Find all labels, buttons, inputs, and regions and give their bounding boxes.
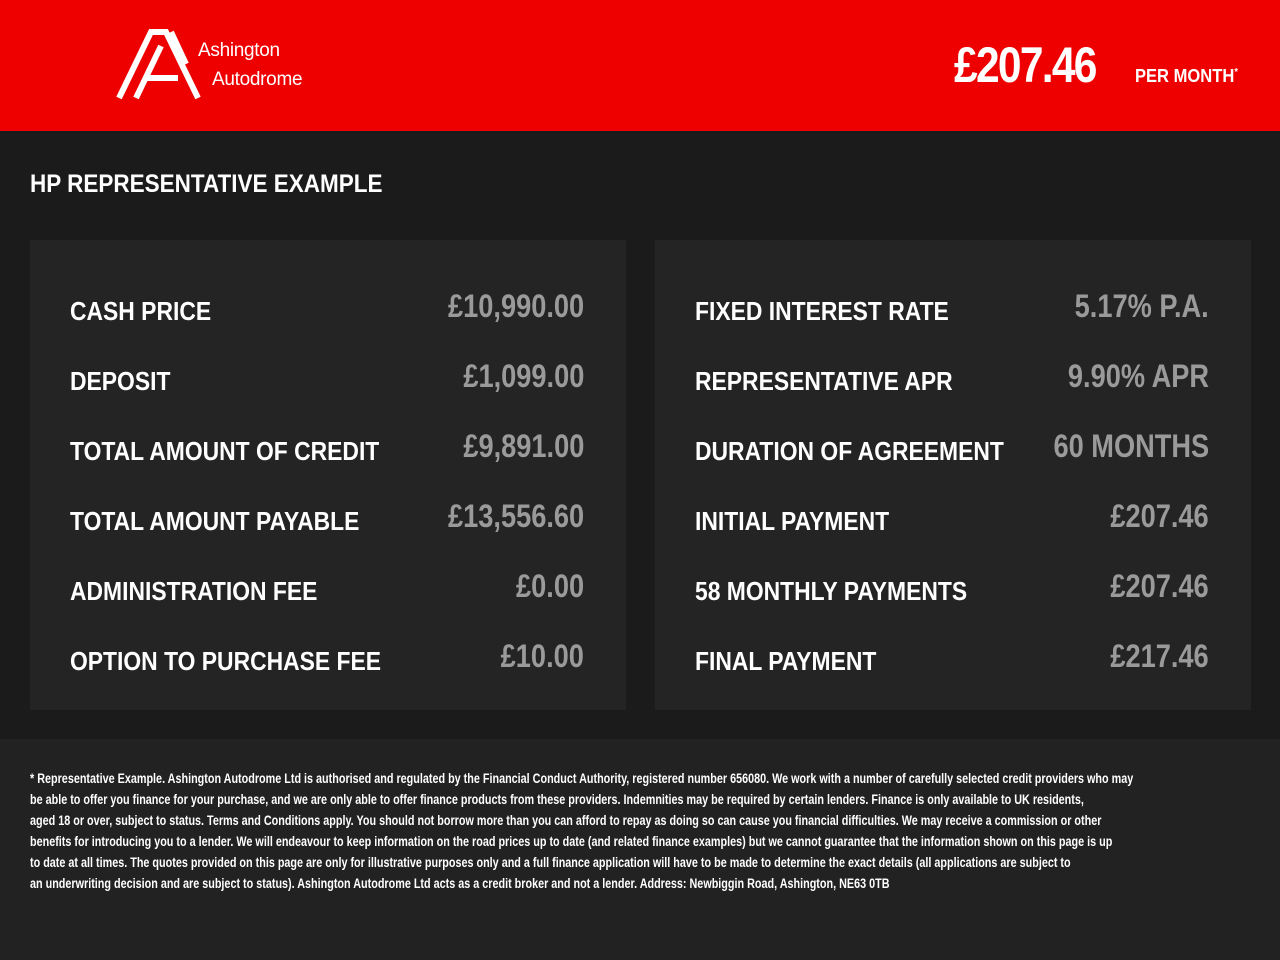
- left-panel: CASH PRICE £10,990.00 DEPOSIT £1,099.00 TOTA…: [30, 240, 626, 710]
- disclaimer-line: benefits for introducing you to a lender…: [30, 834, 1113, 849]
- logo: Ashington Autodrome: [116, 28, 316, 102]
- row-value: £217.46: [1110, 638, 1209, 674]
- row-label: REPRESENTATIVE APR: [695, 366, 953, 396]
- row-label: TOTAL AMOUNT OF CREDIT: [70, 436, 380, 466]
- per-month-label: PER MONTH*: [1135, 66, 1238, 87]
- disclaimer-line: an underwriting decision and are subject…: [30, 876, 890, 891]
- finance-row: FINAL PAYMENT £217.46: [695, 636, 1209, 676]
- finance-row: 58 MONTHLY PAYMENTS £207.46: [695, 566, 1209, 606]
- row-label: CASH PRICE: [70, 296, 212, 326]
- row-label: DURATION OF AGREEMENT: [695, 436, 1004, 466]
- right-panel: FIXED INTEREST RATE 5.17% P.A. REPRESENTAT…: [655, 240, 1251, 710]
- row-label: DEPOSIT: [70, 366, 171, 396]
- finance-row: DURATION OF AGREEMENT 60 MONTHS: [695, 426, 1209, 466]
- row-value: £0.00: [515, 568, 584, 604]
- finance-row: TOTAL AMOUNT PAYABLE £13,556.60: [70, 496, 584, 536]
- finance-row: INITIAL PAYMENT £207.46: [695, 496, 1209, 536]
- row-value: 9.90% APR: [1067, 358, 1209, 394]
- row-value: £13,556.60: [447, 498, 584, 534]
- row-label: FINAL PAYMENT: [695, 646, 877, 676]
- logo-line-2: Autodrome: [212, 69, 303, 90]
- finance-row: REPRESENTATIVE APR 9.90% APR: [695, 356, 1209, 396]
- finance-row: DEPOSIT £1,099.00: [70, 356, 584, 396]
- row-value: £9,891.00: [462, 428, 584, 464]
- finance-row: FIXED INTEREST RATE 5.17% P.A.: [695, 286, 1209, 326]
- finance-row: OPTION TO PURCHASE FEE £10.00: [70, 636, 584, 676]
- row-label: ADMINISTRATION FEE: [70, 576, 318, 606]
- logo-line-1: Ashington: [198, 40, 280, 61]
- row-label: 58 MONTHLY PAYMENTS: [695, 576, 968, 606]
- header: Ashington Autodrome £207.46 PER MONTH*: [0, 0, 1280, 131]
- page-title: HP REPRESENTATIVE EXAMPLE: [30, 170, 383, 198]
- finance-row: CASH PRICE £10,990.00: [70, 286, 584, 326]
- row-value: £10.00: [500, 638, 584, 674]
- row-label: TOTAL AMOUNT PAYABLE: [70, 506, 360, 536]
- disclaimer-line: to date at all times. The quotes provide…: [30, 855, 1071, 870]
- disclaimer-line: * Representative Example. Ashington Auto…: [30, 771, 1134, 786]
- row-value: £207.46: [1110, 568, 1209, 604]
- row-value: £207.46: [1110, 498, 1209, 534]
- row-label: FIXED INTEREST RATE: [695, 296, 949, 326]
- disclaimer-line: aged 18 or over, subject to status. Term…: [30, 813, 1102, 828]
- logo-mark-icon: [116, 29, 201, 100]
- asterisk: *: [1234, 67, 1238, 78]
- row-value: 5.17% P.A.: [1074, 288, 1209, 324]
- logo-text: Ashington Autodrome: [198, 36, 303, 94]
- row-label: OPTION TO PURCHASE FEE: [70, 646, 382, 676]
- monthly-price: £207.46: [954, 37, 1097, 93]
- disclaimer: * Representative Example. Ashington Auto…: [0, 739, 1280, 960]
- row-value: £10,990.00: [447, 288, 584, 324]
- per-month-text: PER MONTH: [1135, 66, 1235, 86]
- finance-row: ADMINISTRATION FEE £0.00: [70, 566, 584, 606]
- finance-row: TOTAL AMOUNT OF CREDIT £9,891.00: [70, 426, 584, 466]
- disclaimer-line: be able to offer you finance for your pu…: [30, 792, 1084, 807]
- row-value: 60 MONTHS: [1053, 428, 1209, 464]
- row-value: £1,099.00: [462, 358, 584, 394]
- row-label: INITIAL PAYMENT: [695, 506, 890, 536]
